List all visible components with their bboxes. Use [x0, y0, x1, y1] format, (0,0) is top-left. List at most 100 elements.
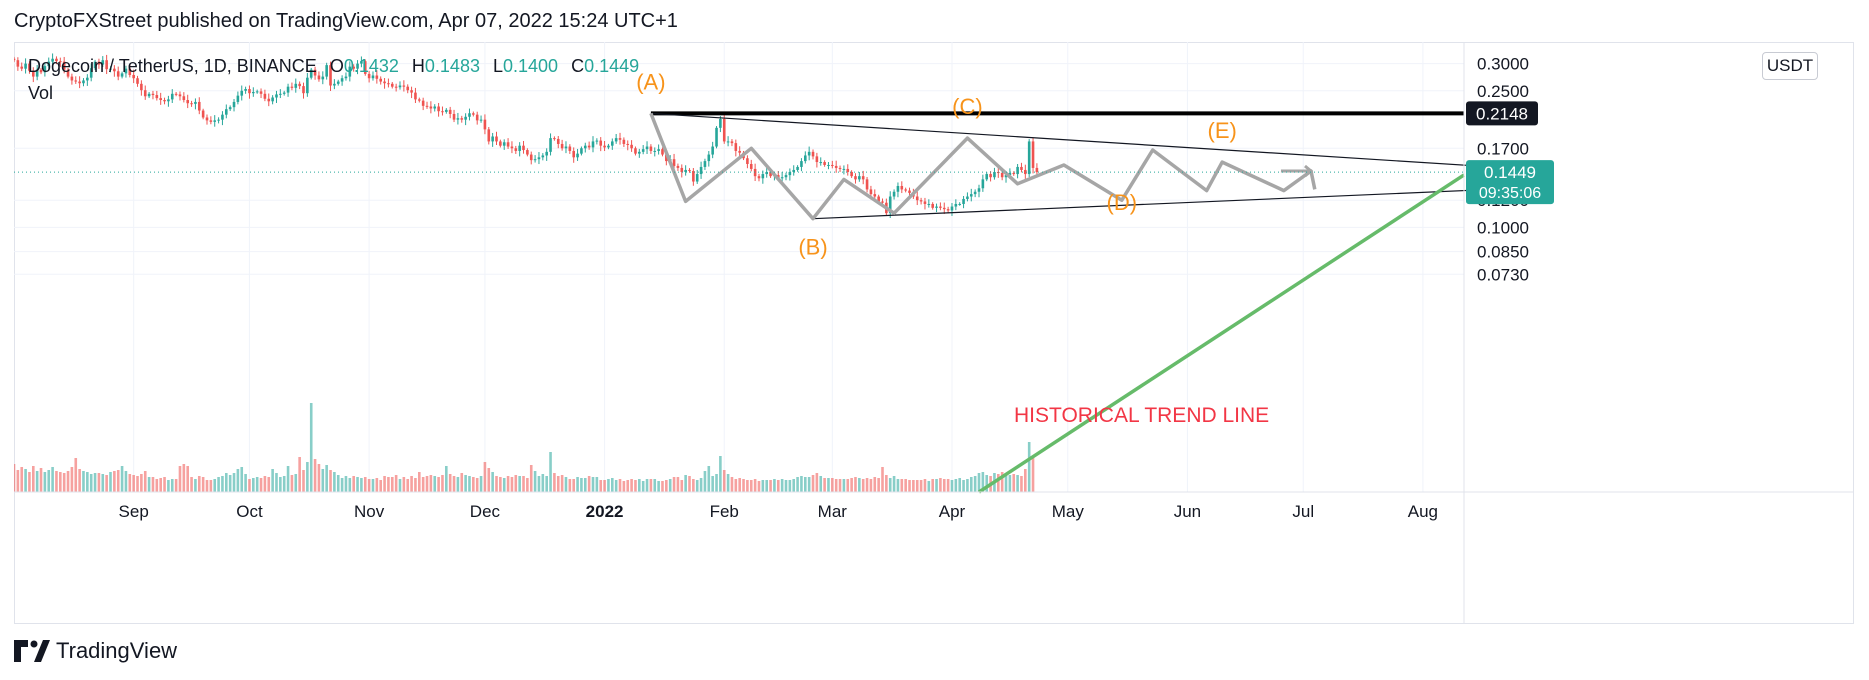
volume-bar	[86, 472, 89, 492]
volume-bar	[182, 464, 186, 492]
candle-body	[109, 68, 112, 70]
volume-bar	[800, 476, 803, 492]
candle-body	[452, 113, 456, 120]
candle-body	[923, 201, 927, 204]
volume-bar	[672, 477, 676, 492]
candle-body	[645, 146, 649, 150]
volume-bar	[321, 469, 325, 492]
volume-bar	[587, 476, 591, 492]
volume-bar	[981, 472, 985, 492]
volume-bar	[24, 469, 27, 492]
candle-body	[464, 116, 467, 120]
volume-bar	[796, 477, 799, 492]
volume-bar	[418, 472, 421, 492]
candle-body	[595, 140, 599, 142]
volume-bar	[831, 478, 834, 492]
candle-body	[240, 90, 244, 96]
candle-body	[425, 105, 429, 107]
volume-bar	[263, 476, 267, 492]
candle-body	[387, 83, 390, 85]
volume-bar	[170, 479, 174, 492]
volume-bar	[410, 476, 413, 492]
volume-bar	[356, 477, 359, 492]
volume-bar	[958, 478, 961, 492]
volume-bar	[684, 475, 687, 492]
candle-body	[1000, 173, 1004, 178]
candle-body	[20, 66, 24, 69]
volume-bars	[14, 403, 1035, 492]
candle-body	[861, 176, 865, 180]
volume-bar	[236, 469, 240, 492]
volume-bar	[186, 466, 189, 492]
candle-body	[151, 93, 155, 96]
candle-body	[39, 69, 43, 73]
volume-bar	[792, 479, 796, 492]
candle-body	[854, 176, 857, 180]
volume-bar	[549, 452, 552, 492]
volume-bar	[255, 477, 259, 492]
candle-body	[800, 161, 803, 167]
volume-bar	[1004, 473, 1008, 492]
volume-bar	[279, 477, 282, 492]
candle-body	[352, 66, 355, 69]
volume-bar	[20, 467, 24, 492]
candle-body	[410, 90, 413, 93]
x-tick-label: Jun	[1174, 502, 1201, 521]
candle-body	[541, 155, 545, 158]
volume-bar	[445, 466, 448, 492]
volume-bar	[703, 471, 707, 492]
volume-bar	[719, 456, 722, 492]
volume-bar	[105, 475, 108, 492]
volume-bar	[757, 481, 761, 492]
price-chart[interactable]: (A) (B) (C) (D) (E) HISTORICAL TREND LINE 0.3…	[14, 42, 1854, 624]
volume-bar	[433, 476, 437, 492]
candle-body	[788, 171, 792, 176]
footer: TradingView	[14, 638, 177, 664]
volume-bar	[101, 474, 105, 492]
volume-bar	[699, 478, 703, 492]
currency-button[interactable]: USDT	[1762, 52, 1818, 80]
volume-bar	[329, 470, 332, 492]
volume-bar	[904, 479, 907, 492]
candle-body	[340, 78, 344, 82]
candle-body	[55, 58, 58, 62]
candle-body	[946, 209, 950, 211]
candle-body	[804, 155, 807, 162]
last-price-text: 0.1449	[1484, 163, 1536, 182]
volume-bar	[228, 475, 232, 492]
last-price-tag	[1466, 160, 1554, 205]
candle-body	[692, 170, 695, 182]
candle-body	[286, 86, 290, 93]
candle-body	[209, 120, 213, 122]
volume-bar	[367, 479, 371, 492]
volume-bar	[51, 467, 54, 492]
volume-bar	[429, 475, 433, 492]
volume-bar	[495, 476, 498, 492]
volume-bar	[580, 478, 583, 492]
candle-body	[441, 111, 444, 113]
volume-bar	[722, 470, 726, 492]
symbol-name: Dogecoin / TetherUS, 1D, BINANCE	[28, 56, 317, 76]
candle-body	[618, 138, 622, 140]
volume-bar	[113, 471, 116, 492]
volume-bar	[89, 474, 93, 492]
volume-bar	[502, 478, 506, 492]
candle-body	[78, 81, 81, 84]
volume-bar	[363, 477, 367, 492]
candle-body	[128, 68, 132, 75]
chart-frame	[14, 42, 1854, 624]
volume-bar	[491, 472, 494, 492]
candle-body	[908, 190, 911, 193]
volume-bar	[97, 473, 101, 492]
candle-body	[271, 97, 274, 102]
volume-bar	[28, 472, 31, 492]
volume-bar	[499, 477, 502, 492]
wave-label: (B)	[798, 235, 827, 260]
candle-body	[603, 145, 606, 148]
volume-bar	[919, 480, 923, 492]
triangle-lower-line	[812, 186, 1545, 220]
candle-body	[896, 185, 900, 192]
candle-body	[873, 194, 877, 197]
candles	[14, 53, 1039, 219]
candle-body	[977, 188, 981, 192]
